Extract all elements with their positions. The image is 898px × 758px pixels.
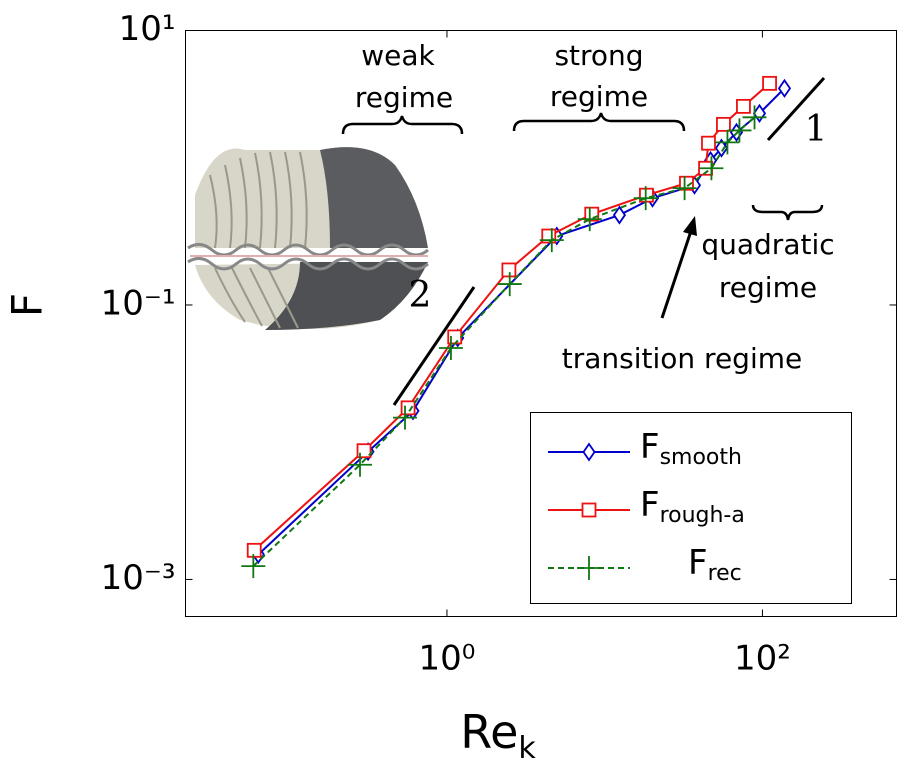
annotation: regime — [719, 271, 817, 304]
marker — [699, 156, 724, 181]
marker — [715, 130, 740, 155]
x-tick-label: 10² — [734, 639, 791, 679]
annotation: transition regime — [562, 342, 802, 375]
marker — [762, 75, 777, 91]
marker — [752, 103, 767, 123]
y-axis-label: F — [3, 293, 52, 317]
marker — [438, 335, 463, 360]
y-tick-label: 10⁻¹ — [101, 283, 176, 323]
marker — [241, 554, 266, 579]
marker — [612, 205, 627, 225]
marker — [727, 118, 752, 143]
marker — [777, 78, 792, 98]
bracket — [751, 204, 824, 221]
x-axis-label: Rek — [460, 705, 536, 758]
marker — [736, 98, 751, 114]
legend-label: Fsmooth — [640, 427, 742, 471]
x-tick-label: 10⁰ — [419, 639, 476, 679]
marker — [714, 138, 729, 158]
marker — [716, 116, 731, 132]
marker — [246, 542, 262, 558]
marker — [577, 207, 602, 232]
y-tick-label: 10¹ — [119, 9, 176, 49]
marker — [539, 228, 564, 253]
annotation: regime — [550, 80, 648, 113]
slope-line — [766, 76, 826, 142]
annotation: quadratic — [701, 228, 834, 261]
marker — [497, 272, 522, 297]
annotation: 2 — [409, 275, 432, 316]
legend-label: Frec — [688, 543, 742, 587]
annotation: strong — [554, 39, 643, 72]
annotation: weak — [361, 39, 435, 72]
arrow-head — [683, 216, 697, 236]
surface-illustration — [187, 147, 429, 330]
bracket — [512, 112, 686, 132]
marker — [633, 186, 658, 211]
slope-line — [392, 286, 476, 406]
legend-marker — [577, 556, 601, 580]
marker — [392, 405, 417, 430]
marker — [672, 176, 697, 201]
annotation: regime — [355, 81, 453, 114]
marker — [679, 175, 694, 191]
y-tick-label: 10⁻³ — [101, 558, 176, 598]
marker — [701, 135, 716, 151]
legend-marker — [582, 442, 596, 462]
marker — [347, 452, 372, 477]
arrow — [660, 224, 695, 319]
legend-marker — [581, 502, 597, 518]
marker — [742, 105, 767, 130]
legend-label: Frough-a — [640, 485, 745, 529]
annotation: 1 — [805, 109, 828, 150]
bracket — [341, 115, 464, 135]
plot-frame — [185, 30, 897, 617]
